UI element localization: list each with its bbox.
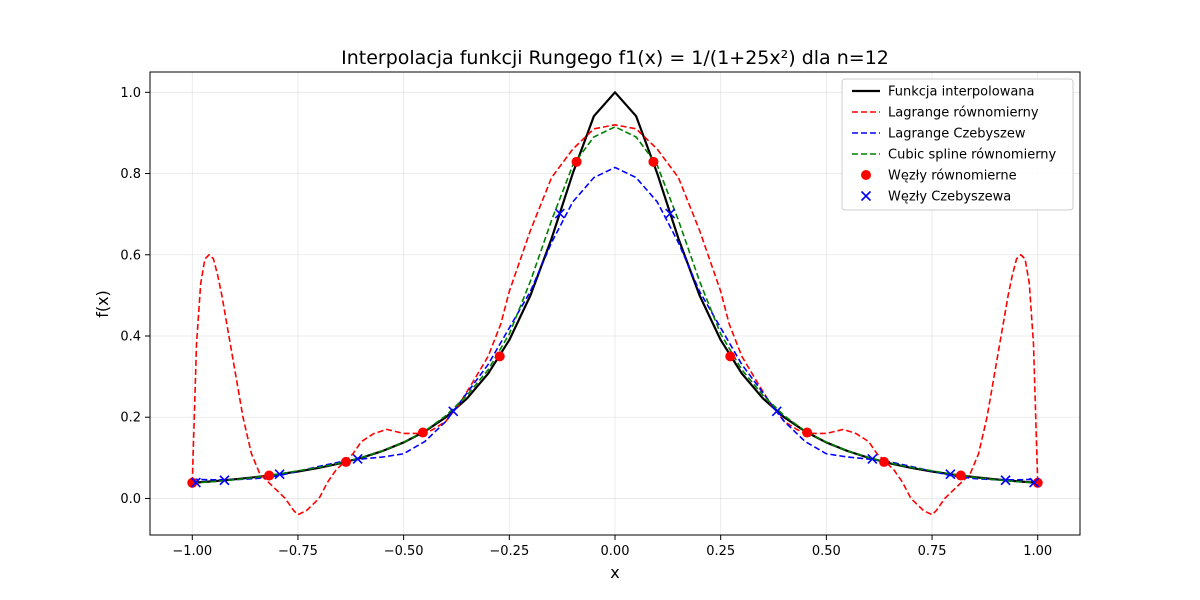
marker-wezly-czebyszewa: [448, 406, 459, 417]
legend-label-funkcja-interpolowana: Funkcja interpolowana: [888, 85, 1035, 100]
x-tick-label: 0.25: [706, 544, 735, 559]
y-tick-label: 0.8: [120, 167, 141, 182]
legend-swatch-wezly-czebyszewa: [860, 190, 872, 202]
marker-wezly-czebyszewa: [1029, 477, 1040, 488]
marker-wezly-rownomierne: [417, 427, 428, 438]
marker-wezly-rownomierne: [879, 456, 890, 467]
x-axis-label: x: [610, 563, 619, 582]
x-tick-label: −0.25: [489, 544, 529, 559]
x-tick-label: 0.00: [601, 544, 630, 559]
marker-wezly-rownomierne: [264, 470, 275, 481]
marker-wezly-rownomierne: [802, 427, 813, 438]
marker-wezly-rownomierne: [955, 470, 966, 481]
marker-wezly-czebyszewa: [771, 406, 782, 417]
legend-swatch-wezly-rownomierne: [861, 170, 871, 180]
marker-wezly-rownomierne: [725, 351, 736, 362]
legend-label-wezly-czebyszewa: Węzły Czebyszewa: [888, 190, 1011, 205]
x-tick-label: −0.75: [278, 544, 318, 559]
y-tick-label: 0.4: [120, 329, 141, 344]
series-line-cubic-spline-rownomierny: [192, 126, 1038, 484]
marker-wezly-czebyszewa: [665, 208, 676, 219]
x-tick-label: −1.00: [172, 544, 212, 559]
legend-box: [841, 78, 1074, 211]
legend-label-lagrange-czebyszew: Lagrange Czebyszew: [888, 127, 1026, 142]
legend: Funkcja interpolowana Lagrange równomiern…: [841, 78, 1074, 211]
x-tick-label: 0.50: [812, 544, 841, 559]
marker-wezly-czebyszewa: [945, 469, 956, 480]
legend-label-cubic-spline-rownomierny: Cubic spline równomierny: [888, 148, 1057, 163]
series-layer: [191, 91, 1039, 516]
plot-area: [187, 91, 1043, 516]
marker-wezly-rownomierne: [571, 156, 582, 167]
legend-label-wezly-rownomierne: Węzły równomierne: [888, 169, 1017, 184]
marker-wezly-czebyszewa: [867, 453, 878, 464]
chart-title: Interpolacja funkcji Rungego f1(x) = 1/(…: [341, 47, 889, 69]
y-axis-label: f(x): [93, 290, 112, 318]
marker-wezly-czebyszewa: [219, 475, 230, 486]
series-line-lagrange-rownomierny: [191, 124, 1039, 516]
marker-wezly-czebyszewa: [274, 469, 285, 480]
marker-wezly-czebyszewa: [554, 208, 565, 219]
marker-wezly-rownomierne: [340, 456, 351, 467]
y-tick-label: 0.0: [120, 492, 141, 507]
x-tick-label: 0.75: [918, 544, 947, 559]
marker-wezly-rownomierne: [648, 156, 659, 167]
marker-wezly-czebyszewa: [190, 477, 201, 488]
marker-wezly-rownomierne: [494, 351, 505, 362]
x-axis-ticks: −1.00 −0.75 −0.50 −0.25 0.00 0.25 0.50 0.75 1.00: [172, 535, 1052, 559]
marker-wezly-czebyszewa: [1000, 475, 1011, 486]
legend-label-lagrange-rownomierny: Lagrange równomierny: [888, 106, 1039, 121]
y-tick-label: 0.2: [120, 411, 141, 426]
y-axis-ticks: 0.0 0.2 0.4 0.6 0.8 1.0: [120, 86, 150, 507]
y-tick-label: 0.6: [120, 248, 141, 263]
series-line-lagrange-czebyszew: [192, 166, 1038, 481]
x-tick-label: −0.50: [384, 544, 424, 559]
x-tick-label: 1.00: [1023, 544, 1052, 559]
marker-wezly-czebyszewa: [352, 453, 363, 464]
y-tick-label: 1.0: [120, 86, 141, 101]
marker-layer: [187, 156, 1043, 488]
